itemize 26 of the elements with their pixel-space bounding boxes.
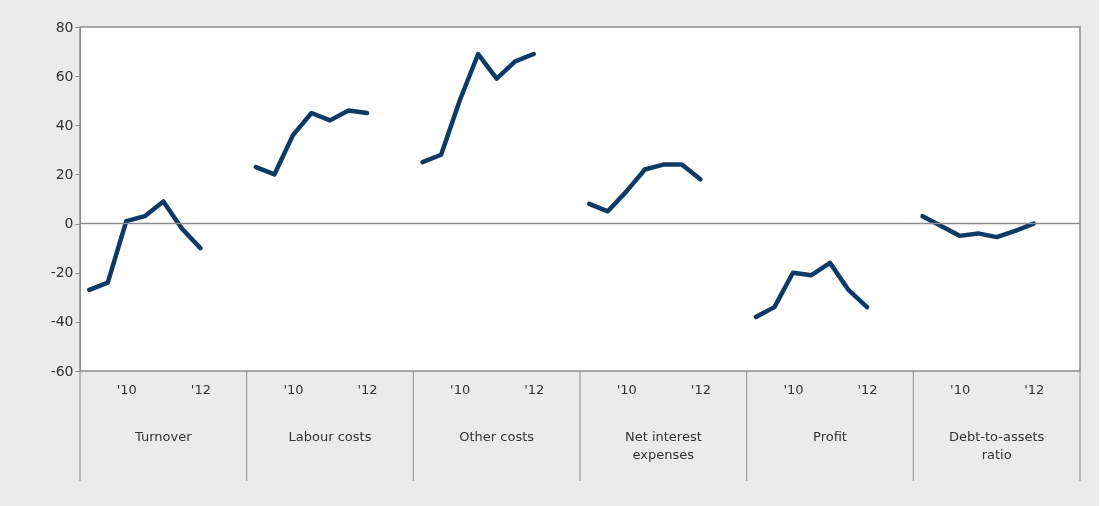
text: Net interest expenses — [624, 429, 702, 462]
x-tick-label: '12 — [357, 381, 378, 397]
x-tick-label: '12 — [190, 381, 211, 397]
y-tick-label: 40 — [55, 116, 74, 133]
x-tick-label: '10 — [283, 381, 304, 397]
x-tick-label: '10 — [616, 381, 637, 397]
y-tick-label: 60 — [55, 67, 74, 84]
y-tick-label: -20 — [50, 264, 74, 281]
y-tick-label: 0 — [64, 215, 74, 232]
text: Debt-to-assets ratio — [948, 429, 1045, 462]
x-tick-label: '12 — [690, 381, 711, 397]
y-tick-label: 20 — [55, 165, 74, 182]
text: Labour costs — [288, 429, 372, 444]
text: Profit — [813, 429, 847, 444]
text: Turnover — [134, 429, 193, 444]
x-tick-label: '12 — [857, 381, 878, 397]
x-tick-label: '10 — [450, 381, 471, 397]
x-tick-label: '12 — [1024, 381, 1045, 397]
text: Other costs — [459, 429, 535, 444]
x-tick-label: '10 — [783, 381, 804, 397]
y-tick-label: -40 — [50, 313, 74, 330]
y-tick-label: 80 — [55, 18, 74, 35]
x-tick-label: '10 — [116, 381, 137, 397]
y-tick-label: -60 — [50, 362, 74, 379]
x-tick-label: '12 — [524, 381, 545, 397]
x-tick-label: '10 — [950, 381, 971, 397]
